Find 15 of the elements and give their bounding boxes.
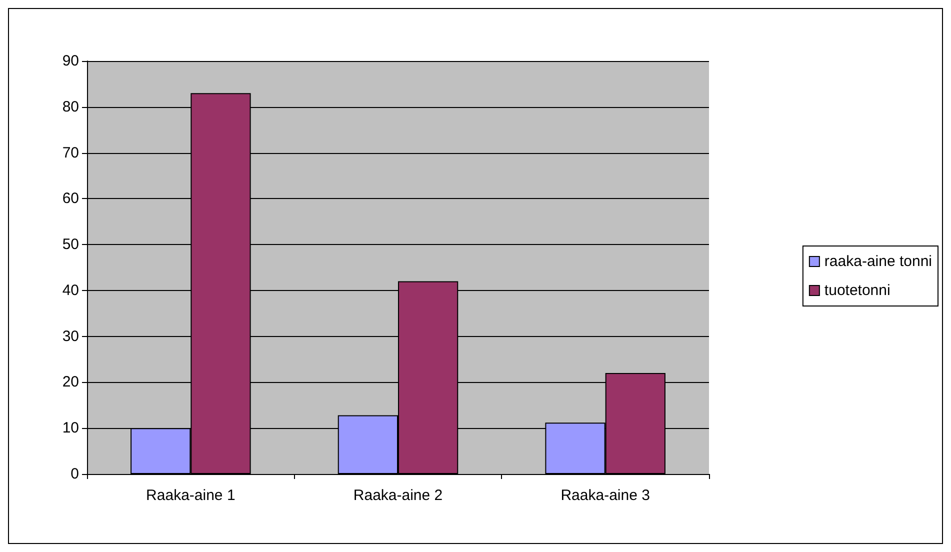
y-tick-label: 30 [62, 328, 79, 345]
y-tick-label: 10 [62, 420, 79, 437]
y-tick-label: 60 [62, 190, 79, 208]
y-tick-label: 40 [62, 282, 79, 299]
y-tick-label: 90 [62, 52, 79, 70]
legend-label: raaka-aine tonni [824, 253, 932, 270]
y-tick-label: 50 [62, 236, 79, 254]
x-tick-label: Raaka-aine 2 [353, 487, 443, 504]
y-tick-label: 70 [62, 144, 79, 162]
x-tick-label: Raaka-aine 1 [146, 487, 236, 504]
y-tick-label: 0 [70, 466, 79, 482]
x-tick-label: Raaka-aine 3 [560, 487, 650, 504]
y-tick-label: 20 [62, 374, 79, 391]
legend-label: tuotetonni [824, 282, 890, 299]
y-tick-label: 80 [62, 98, 79, 116]
